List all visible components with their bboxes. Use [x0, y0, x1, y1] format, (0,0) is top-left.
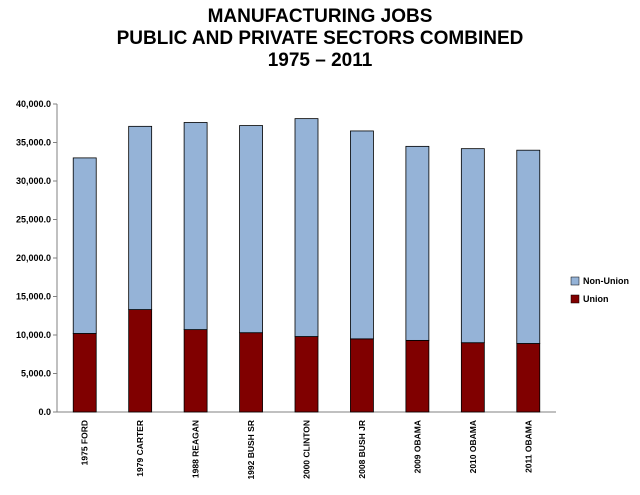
y-tick-label: 35,000.0: [16, 138, 51, 148]
x-category-label: 1975 FORD: [80, 420, 90, 465]
title-line-2: PUBLIC AND PRIVATE SECTORS COMBINED: [116, 28, 524, 49]
bar-non-union: [239, 125, 263, 334]
y-tick-label: 40,000.0: [16, 99, 51, 109]
x-category-label: 1979 CARTER: [135, 420, 145, 477]
bar-non-union: [405, 145, 430, 341]
legend-union-label: Union: [583, 294, 609, 304]
bar-non-union: [72, 157, 97, 334]
x-category-label: 2000 CLINTON: [302, 420, 312, 479]
x-category-label: 2011 OBAMA: [523, 420, 533, 473]
legend-non-union-label: Non-Union: [583, 276, 629, 286]
bar-non-union: [294, 118, 319, 337]
y-tick-label: 30,000.0: [16, 176, 51, 186]
x-category-label: 2009 OBAMA: [412, 420, 422, 473]
bar-union: [516, 343, 541, 413]
bar-non-union: [460, 148, 485, 344]
legend-non-union-swatch: [570, 276, 580, 286]
y-tick-label: 15,000.0: [16, 292, 51, 302]
bar-union: [460, 342, 485, 413]
y-tick-label: 0.0: [38, 407, 51, 417]
bar-non-union: [350, 130, 374, 340]
y-tick-label: 20,000.0: [16, 253, 51, 263]
bar-non-union: [516, 149, 541, 344]
bar-non-union: [183, 122, 208, 331]
y-tick-label: 25,000.0: [16, 215, 51, 225]
title-line-3: 1975 – 2011: [267, 50, 373, 71]
title-line-1: MANUFACTURING JOBS: [207, 6, 433, 27]
bar-non-union: [128, 125, 153, 310]
bar-union: [239, 332, 263, 413]
y-tick-label: 5,000.0: [21, 369, 51, 379]
y-tick-label: 10,000.0: [16, 330, 51, 340]
bar-union: [183, 329, 208, 413]
x-category-label: 2008 BUSH JR: [357, 420, 367, 479]
chart-title: MANUFACTURING JOBS PUBLIC AND PRIVATE SE…: [0, 6, 640, 72]
legend-union-swatch: [570, 294, 580, 304]
bar-union: [128, 309, 153, 413]
x-category-label: 1988 REAGAN: [191, 420, 201, 478]
bar-union: [350, 338, 374, 413]
x-category-label: 2010 OBAMA: [468, 420, 478, 473]
bar-union: [72, 333, 97, 413]
bar-union: [294, 336, 319, 413]
bar-union: [405, 339, 430, 413]
x-category-label: 1992 BUSH SR: [246, 420, 256, 480]
